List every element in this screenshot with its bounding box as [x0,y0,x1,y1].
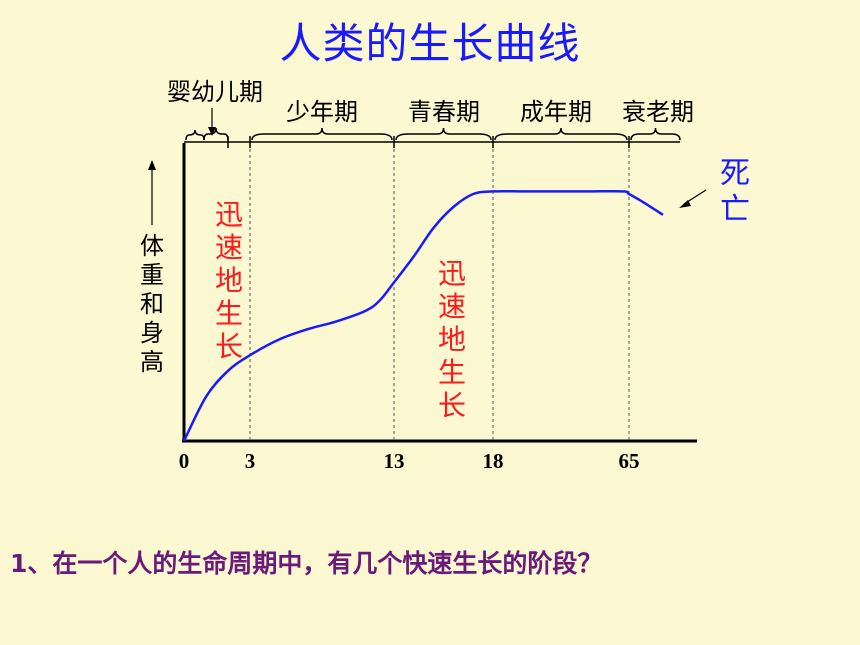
stage-label: 青春期 [408,98,480,126]
x-tick-label: 65 [619,449,640,473]
stage-brace [395,127,492,141]
annotation-death: 死亡 [720,156,750,227]
x-tick-label: 0 [179,449,190,473]
infant-pointer-head [208,127,216,136]
question-text: 1、在一个人的生命周期中，有几个快速生长的阶段？ [10,549,603,578]
annotation-rapid-growth-infant: 迅速地生长 [215,198,243,363]
growth-curve [182,189,664,442]
stage-label: 婴幼儿期 [167,78,263,106]
x-tick-label: 18 [483,449,504,473]
stage-brace [251,127,393,141]
stage-label: 少年期 [286,98,358,126]
x-tick-label: 3 [245,449,256,473]
ylabel-arrow-head [148,160,156,170]
stage-brace [203,127,229,141]
slide-title: 人类的生长曲线 [279,19,581,68]
stage-brace [630,127,681,141]
stage-brace [185,129,205,141]
x-tick-label: 13 [384,449,405,473]
stage-brace [494,127,628,141]
stage-label: 衰老期 [622,98,694,126]
death-pointer-head [679,200,691,208]
stage-label: 成年期 [520,98,592,126]
y-axis-label: 体重和身高 [140,232,164,376]
annotation-rapid-growth-puberty: 迅速地生长 [438,257,466,422]
